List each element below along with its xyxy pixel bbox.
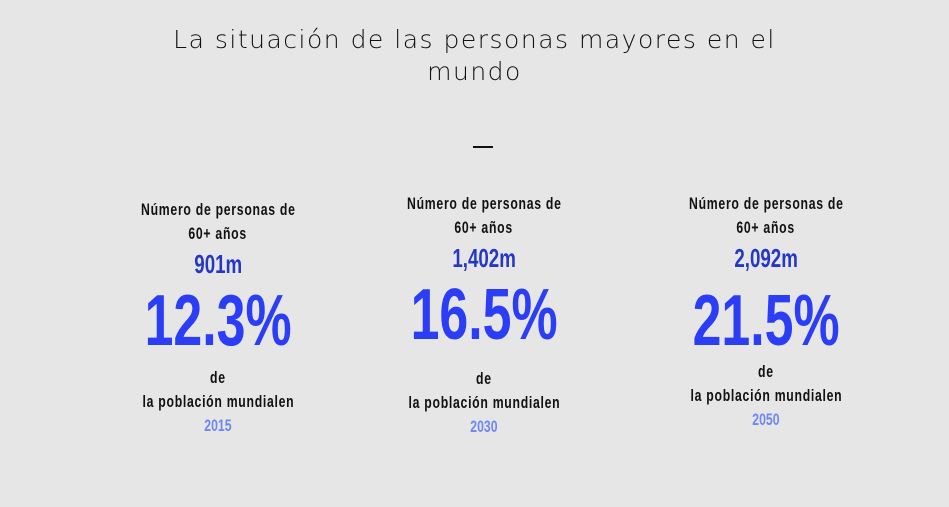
stat-year: 2030 [470, 417, 498, 436]
stat-heading: Número de personas de [688, 194, 844, 213]
stat-count: 2,092m [734, 243, 798, 273]
stat-population-label: la población mundialen [408, 393, 560, 412]
stat-heading: Número de personas de [406, 194, 562, 213]
stat-year: 2015 [204, 416, 232, 435]
stat-de: de [758, 362, 774, 381]
stat-de: de [476, 369, 492, 388]
stat-count: 901m [194, 249, 242, 279]
page-title-text: La situación de las personas mayores en … [173, 25, 776, 86]
stat-population-label: la población mundialen [142, 392, 294, 411]
stat-percent: 16.5% [410, 275, 558, 355]
title-divider [473, 146, 493, 148]
stat-heading-line2: 60+ años [736, 218, 796, 237]
stat-de: de [210, 368, 226, 387]
stat-heading-line2: 60+ años [454, 218, 514, 237]
stat-population-label: la población mundialen [690, 386, 842, 405]
stat-percent: 21.5% [692, 281, 840, 361]
stat-count: 1,402m [452, 243, 516, 273]
stat-heading: Número de personas de [140, 200, 296, 219]
stat-percent: 12.3% [144, 281, 292, 361]
stat-year: 2050 [752, 410, 780, 429]
stat-heading-line2: 60+ años [188, 224, 248, 243]
page-title: La situación de las personas mayores en … [0, 24, 949, 88]
